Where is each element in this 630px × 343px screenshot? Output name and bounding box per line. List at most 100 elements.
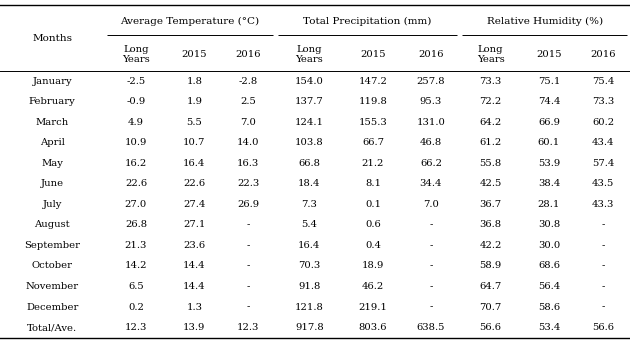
- Text: 74.4: 74.4: [538, 97, 560, 106]
- Text: 46.2: 46.2: [362, 282, 384, 291]
- Text: 2.5: 2.5: [241, 97, 256, 106]
- Text: 5.5: 5.5: [186, 118, 202, 127]
- Text: Long
Years: Long Years: [122, 45, 150, 64]
- Text: 55.8: 55.8: [479, 159, 501, 168]
- Text: 53.4: 53.4: [538, 323, 560, 332]
- Text: -2.5: -2.5: [126, 76, 146, 86]
- Text: -: -: [601, 221, 605, 229]
- Text: 26.9: 26.9: [238, 200, 260, 209]
- Text: 58.9: 58.9: [479, 261, 501, 271]
- Text: -: -: [247, 261, 250, 271]
- Text: 66.9: 66.9: [538, 118, 560, 127]
- Text: Total/Ave.: Total/Ave.: [27, 323, 77, 332]
- Text: 257.8: 257.8: [416, 76, 445, 86]
- Text: 64.2: 64.2: [479, 118, 501, 127]
- Text: 0.4: 0.4: [365, 241, 381, 250]
- Text: 7.0: 7.0: [241, 118, 256, 127]
- Text: -2.8: -2.8: [239, 76, 258, 86]
- Text: 2015: 2015: [536, 50, 562, 59]
- Text: 43.4: 43.4: [592, 138, 614, 147]
- Text: 38.4: 38.4: [538, 179, 560, 188]
- Text: Total Precipitation (mm): Total Precipitation (mm): [303, 17, 432, 26]
- Text: 56.4: 56.4: [538, 282, 560, 291]
- Text: 917.8: 917.8: [295, 323, 324, 332]
- Text: 12.3: 12.3: [237, 323, 260, 332]
- Text: 95.3: 95.3: [420, 97, 442, 106]
- Text: 56.6: 56.6: [479, 323, 501, 332]
- Text: 0.1: 0.1: [365, 200, 381, 209]
- Text: 1.8: 1.8: [186, 76, 202, 86]
- Text: 18.9: 18.9: [362, 261, 384, 271]
- Text: January: January: [33, 76, 72, 86]
- Text: 2015: 2015: [181, 50, 207, 59]
- Text: 2016: 2016: [590, 50, 616, 59]
- Text: -: -: [247, 221, 250, 229]
- Text: 121.8: 121.8: [295, 303, 324, 311]
- Text: 21.2: 21.2: [362, 159, 384, 168]
- Text: 53.9: 53.9: [538, 159, 560, 168]
- Text: October: October: [32, 261, 73, 271]
- Text: September: September: [25, 241, 80, 250]
- Text: 43.3: 43.3: [592, 200, 614, 209]
- Text: -: -: [429, 221, 433, 229]
- Text: 5.4: 5.4: [301, 221, 318, 229]
- Text: March: March: [36, 118, 69, 127]
- Text: -: -: [429, 241, 433, 250]
- Text: 22.3: 22.3: [238, 179, 260, 188]
- Text: 2016: 2016: [236, 50, 261, 59]
- Text: 14.2: 14.2: [125, 261, 147, 271]
- Text: 7.0: 7.0: [423, 200, 439, 209]
- Text: -: -: [429, 303, 433, 311]
- Text: -: -: [429, 261, 433, 271]
- Text: 64.7: 64.7: [479, 282, 501, 291]
- Text: 7.3: 7.3: [301, 200, 318, 209]
- Text: 124.1: 124.1: [295, 118, 324, 127]
- Text: 56.6: 56.6: [592, 323, 614, 332]
- Text: 70.3: 70.3: [298, 261, 321, 271]
- Text: -: -: [601, 282, 605, 291]
- Text: 22.6: 22.6: [125, 179, 147, 188]
- Text: 0.2: 0.2: [128, 303, 144, 311]
- Text: 13.9: 13.9: [183, 323, 205, 332]
- Text: -: -: [429, 282, 433, 291]
- Text: 147.2: 147.2: [358, 76, 387, 86]
- Text: Average Temperature (°C): Average Temperature (°C): [120, 17, 260, 26]
- Text: 10.9: 10.9: [125, 138, 147, 147]
- Text: 70.7: 70.7: [479, 303, 501, 311]
- Text: 73.3: 73.3: [592, 97, 614, 106]
- Text: 137.7: 137.7: [295, 97, 324, 106]
- Text: 4.9: 4.9: [128, 118, 144, 127]
- Text: 119.8: 119.8: [358, 97, 387, 106]
- Text: 0.6: 0.6: [365, 221, 381, 229]
- Text: July: July: [43, 200, 62, 209]
- Text: 16.2: 16.2: [125, 159, 147, 168]
- Text: 34.4: 34.4: [420, 179, 442, 188]
- Text: -: -: [247, 241, 250, 250]
- Text: 46.8: 46.8: [420, 138, 442, 147]
- Text: 1.9: 1.9: [186, 97, 202, 106]
- Text: April: April: [40, 138, 65, 147]
- Text: 66.2: 66.2: [420, 159, 442, 168]
- Text: 10.7: 10.7: [183, 138, 205, 147]
- Text: -: -: [247, 303, 250, 311]
- Text: 42.5: 42.5: [479, 179, 501, 188]
- Text: 23.6: 23.6: [183, 241, 205, 250]
- Text: December: December: [26, 303, 79, 311]
- Text: 16.4: 16.4: [183, 159, 205, 168]
- Text: Months: Months: [32, 34, 72, 43]
- Text: 27.1: 27.1: [183, 221, 205, 229]
- Text: 66.8: 66.8: [299, 159, 320, 168]
- Text: 103.8: 103.8: [295, 138, 324, 147]
- Text: 27.0: 27.0: [125, 200, 147, 209]
- Text: -: -: [247, 282, 250, 291]
- Text: 27.4: 27.4: [183, 200, 205, 209]
- Text: 72.2: 72.2: [479, 97, 501, 106]
- Text: 131.0: 131.0: [416, 118, 445, 127]
- Text: 66.7: 66.7: [362, 138, 384, 147]
- Text: February: February: [29, 97, 76, 106]
- Text: 638.5: 638.5: [416, 323, 445, 332]
- Text: 36.8: 36.8: [479, 221, 501, 229]
- Text: 14.0: 14.0: [237, 138, 260, 147]
- Text: 14.4: 14.4: [183, 282, 205, 291]
- Text: 26.8: 26.8: [125, 221, 147, 229]
